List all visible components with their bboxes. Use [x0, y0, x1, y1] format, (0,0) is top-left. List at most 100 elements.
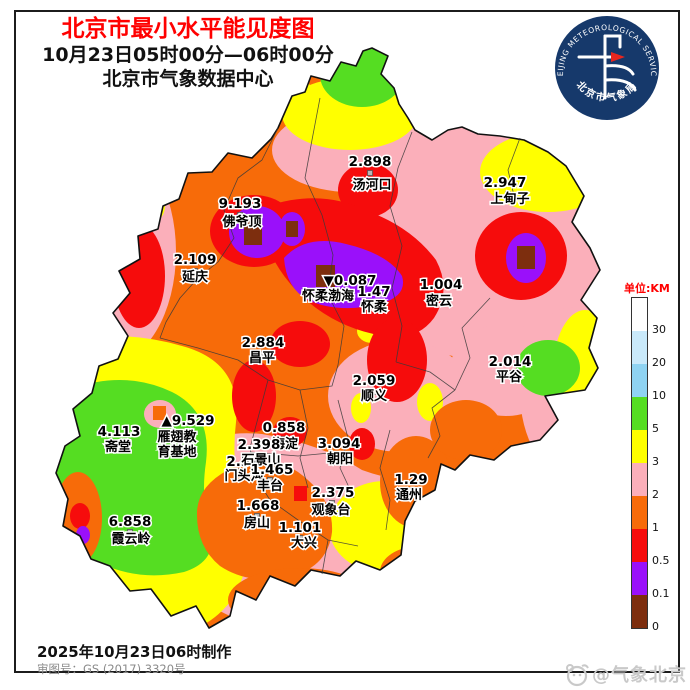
station-name: 延庆: [181, 269, 208, 285]
station-value: 2.109: [174, 252, 217, 268]
station-value: 1.004: [420, 277, 463, 293]
station-marker: [507, 370, 513, 376]
station-marker: [259, 351, 265, 357]
station-name: 海淀: [272, 436, 299, 452]
creation-time: 2025年10月23日06时制作: [37, 643, 232, 661]
legend-tick: 1: [652, 521, 659, 534]
station-name: 霞云岭: [111, 531, 150, 547]
station-marker: [267, 477, 273, 483]
station-value: 2.947: [484, 175, 527, 191]
legend-tick: 2: [652, 488, 659, 501]
legend-swatch: [632, 397, 647, 430]
station-marker: [280, 436, 286, 442]
data-source: 北京市气象数据中心: [102, 68, 274, 91]
map-approval-number: 审图号：GS (2017) 3320号: [37, 662, 186, 676]
station-value: 1.47: [357, 284, 390, 300]
contour-layers: [56, 48, 600, 628]
station-name: 斋堂: [104, 439, 131, 455]
station-name: 房山: [244, 515, 270, 531]
station-name: 汤河口: [352, 177, 391, 193]
agency-logo: BEIJING METEOROLOGICAL SERVICE 北京市气象局: [555, 16, 659, 120]
station-marker: [367, 170, 373, 176]
station-value: 9.193: [219, 196, 262, 212]
station-marker: [237, 212, 243, 218]
station-value: 2.014: [489, 354, 532, 370]
legend-tick: 0.1: [652, 587, 670, 600]
legend-unit-label: 单位:KM: [624, 282, 670, 295]
station-marker: [192, 268, 198, 274]
station-marker: [258, 453, 264, 459]
station-marker: [336, 452, 342, 458]
legend-swatch: [632, 298, 647, 331]
station-name: 育基地: [157, 444, 196, 460]
station-value: 1.668: [237, 498, 280, 514]
station-name: 石景山: [240, 452, 280, 468]
legend-tick: 0: [652, 620, 659, 633]
station-value: 2.898: [349, 154, 392, 170]
legend-swatch: [632, 496, 647, 529]
station-marker: [437, 293, 443, 299]
beijing-boundary: [55, 47, 601, 629]
watermark-text: @气象北京: [592, 665, 687, 686]
station-name: 丰台: [257, 478, 283, 494]
legend-tick: 10: [652, 389, 666, 402]
station-name: 雁翅教: [157, 429, 197, 445]
station-value: ▼0.087: [323, 273, 376, 289]
legend-swatch: [632, 562, 647, 595]
station-marker: [371, 299, 377, 305]
outer-frame: [14, 10, 680, 673]
legend-swatch: [632, 529, 647, 562]
station-value: 2.884: [242, 335, 285, 351]
page-title: 北京市最小水平能见度图: [61, 16, 315, 42]
station-name: 怀柔: [361, 299, 388, 315]
district-borders: [159, 97, 521, 575]
station-marker: [238, 468, 244, 474]
legend-tick: 20: [652, 356, 666, 369]
station-name: 朝阳: [327, 451, 353, 467]
station-name: 平谷: [496, 369, 523, 385]
station-value: 2.059: [353, 373, 396, 389]
station-name: 观象台: [311, 502, 350, 518]
station-name: 密云: [425, 293, 452, 309]
station-value: 1.29: [394, 472, 427, 488]
vane-arrow: [611, 52, 625, 62]
legend-swatch: [632, 364, 647, 397]
station-name: 怀柔渤海: [302, 288, 354, 304]
station-marker: [505, 191, 511, 197]
station-value: 2.398: [238, 437, 281, 453]
station-name: 上甸子: [490, 191, 529, 207]
station-name: 通州: [396, 487, 422, 503]
station-marker: [297, 535, 303, 541]
legend-tick: 30: [652, 323, 666, 336]
station-value: 4.113: [98, 424, 141, 440]
header: 北京市最小水平能见度图 10月23日05时00分—06时00分 北京市气象数据中…: [38, 16, 338, 91]
wind-vane-icon: [577, 34, 637, 100]
watermark: @气象北京: [562, 659, 687, 689]
legend-swatch: [632, 331, 647, 364]
station-name: 顺义: [361, 388, 388, 404]
station-marker: [371, 389, 377, 395]
station-marker: [115, 440, 121, 446]
legend-tick: 3: [652, 455, 659, 468]
station-name: 佛爷顶: [221, 214, 261, 230]
station-value: 6.858: [109, 514, 152, 530]
legend: 单位:KM 30 20 10 5 3 2 1 0.5 0.1 0: [624, 280, 680, 633]
station-value: 0.858: [263, 420, 306, 436]
legend-tick: 5: [652, 422, 659, 435]
station-marker: [254, 513, 260, 519]
station-value: ▲9.529: [161, 413, 214, 429]
station-marker: [407, 487, 413, 493]
station-value: 2.375: [312, 485, 355, 501]
station-name: 门头沟: [224, 468, 263, 484]
time-range: 10月23日05时00分—06时00分: [42, 44, 334, 67]
station-name: 昌平: [249, 351, 275, 366]
legend-color-bar: [631, 297, 648, 629]
station-name: 大兴: [291, 535, 317, 551]
legend-swatch: [632, 595, 647, 628]
legend-swatch: [632, 430, 647, 463]
legend-swatch: [632, 463, 647, 496]
station-marker: [127, 529, 133, 535]
legend-tick: 0.5: [652, 554, 670, 567]
station-value: 2.37: [226, 454, 259, 470]
